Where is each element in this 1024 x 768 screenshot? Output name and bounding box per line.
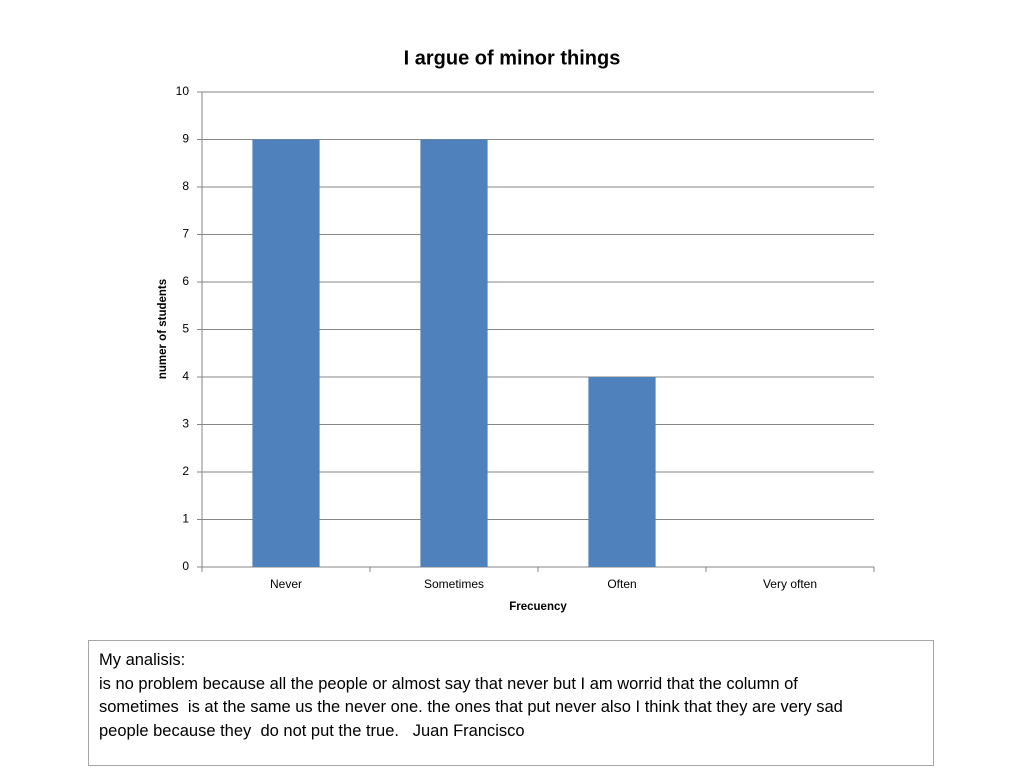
y-tick-label: 5 xyxy=(182,322,189,336)
bar xyxy=(420,139,488,567)
x-tick-label: Sometimes xyxy=(424,577,484,591)
y-tick-label: 8 xyxy=(182,179,189,193)
y-tick-label: 4 xyxy=(182,369,189,383)
x-tick-label: Never xyxy=(270,577,302,591)
y-tick-label: 2 xyxy=(182,464,189,478)
x-tick-label: Often xyxy=(607,577,636,591)
analysis-line: sometimes is at the same us the never on… xyxy=(99,698,843,716)
y-tick-label: 3 xyxy=(182,417,189,431)
chart: I argue of minor things Frecuency numer … xyxy=(157,47,875,613)
x-axis-label: Frecuency xyxy=(509,601,567,613)
y-tick-label: 9 xyxy=(182,132,189,146)
analysis-line: people because they do not put the true.… xyxy=(99,721,525,740)
y-tick-label: 1 xyxy=(182,512,189,526)
x-tick-label: Very often xyxy=(763,577,817,591)
y-tick-label: 0 xyxy=(182,559,189,573)
y-tick-label: 7 xyxy=(182,227,189,241)
bar xyxy=(588,377,656,567)
bar xyxy=(252,139,320,567)
analysis-box: My analisis: is no problem because all t… xyxy=(88,640,934,766)
y-axis-label: numer of students xyxy=(157,279,169,379)
y-tick-label: 10 xyxy=(176,84,190,98)
analysis-heading: My analisis: xyxy=(99,651,186,669)
chart-title: I argue of minor things xyxy=(404,47,621,69)
analysis-line: is no problem because all the people or … xyxy=(99,674,798,693)
y-tick-label: 6 xyxy=(182,274,189,288)
